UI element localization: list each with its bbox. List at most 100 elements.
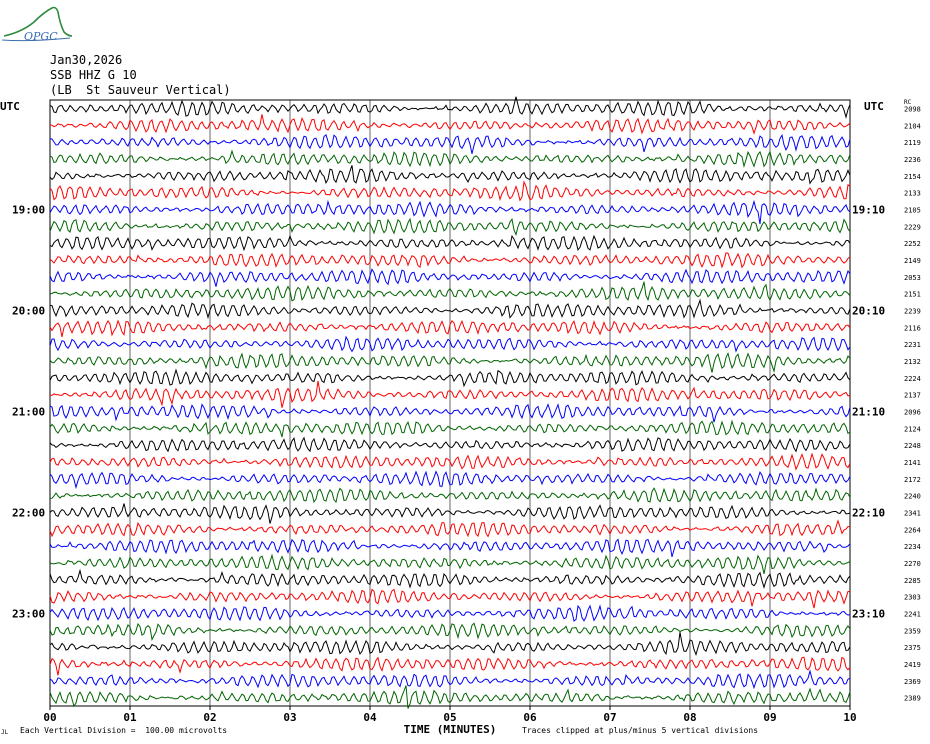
- rc-value: 2239: [904, 307, 921, 315]
- seismic-trace: [49, 199, 851, 225]
- scale-note: Each Vertical Division = 100.00 microvol…: [20, 726, 228, 735]
- station-name: (LB St Sauveur Vertical): [50, 83, 231, 97]
- right-time-label: 22:10: [852, 506, 885, 519]
- right-time-label: 20:10: [852, 304, 885, 317]
- rc-value: 2252: [904, 240, 921, 248]
- seismic-trace: [49, 669, 851, 690]
- left-time-label: 20:00: [12, 304, 45, 317]
- rc-value: 2231: [904, 341, 921, 349]
- rc-value: 2389: [904, 695, 921, 703]
- seismic-trace: [49, 632, 851, 657]
- seismic-trace: [49, 165, 851, 185]
- rc-value: 2096: [904, 408, 921, 416]
- seismic-trace: [49, 351, 851, 374]
- rc-value: 2359: [904, 627, 921, 635]
- rc-value: 2137: [904, 392, 921, 400]
- seismic-trace: [49, 96, 851, 119]
- right-axis-label: UTC: [864, 100, 884, 113]
- seismic-trace: [49, 452, 851, 471]
- seismic-trace: [49, 380, 851, 408]
- seismic-trace: [49, 656, 851, 676]
- rc-value: 2419: [904, 661, 921, 669]
- rc-value: 2172: [904, 476, 921, 484]
- right-time-label: 23:10: [852, 607, 885, 620]
- left-time-label: 19:00: [12, 203, 45, 216]
- left-time-label: 23:00: [12, 607, 45, 620]
- rc-value: 2248: [904, 442, 921, 450]
- seismic-trace: [49, 180, 851, 202]
- seismic-trace: [49, 622, 851, 642]
- rc-value: 2119: [904, 139, 921, 147]
- x-tick-label: 05: [443, 711, 456, 724]
- seismic-trace: [49, 487, 851, 504]
- left-axis-label: UTC: [0, 100, 20, 113]
- rc-value: 2285: [904, 577, 921, 585]
- left-time-label: 22:00: [12, 506, 45, 519]
- rc-value: 2241: [904, 610, 921, 618]
- x-tick-label: 00: [43, 711, 56, 724]
- x-tick-label: 01: [123, 711, 137, 724]
- x-tick-label: 07: [603, 711, 616, 724]
- seismic-trace: [49, 217, 851, 237]
- rc-value: 2236: [904, 156, 921, 164]
- seismic-trace: [49, 568, 851, 590]
- seismic-trace: [49, 268, 851, 287]
- rc-value: 2240: [904, 493, 921, 501]
- axis-labels: 00 01 02 03 04 05 06 07 08 09 10 TIME (MINUTES) 2098…: [0, 99, 921, 736]
- rc-value: 2369: [904, 678, 921, 686]
- record-date: Jan30,2026: [50, 53, 123, 67]
- rc-value: 2224: [904, 375, 921, 383]
- seismic-trace: [49, 234, 851, 252]
- clip-note: Traces clipped at plus/minus 5 vertical …: [522, 726, 759, 735]
- seismic-trace: [49, 553, 851, 575]
- seismic-trace: [49, 368, 851, 388]
- rc-label: RC: [904, 99, 912, 106]
- x-tick-label: 09: [763, 711, 776, 724]
- rc-value: 2132: [904, 358, 921, 366]
- rc-value: 2264: [904, 526, 921, 534]
- seismic-trace: [49, 319, 851, 338]
- channel-code: SSB HHZ G 10: [50, 68, 137, 82]
- seismic-trace: [49, 149, 851, 169]
- rc-value: 2053: [904, 274, 921, 282]
- rc-value: 2151: [904, 291, 921, 299]
- right-time-label: 19:10: [852, 203, 885, 216]
- rc-value: 2133: [904, 190, 921, 198]
- trace-rows: [49, 96, 851, 709]
- logo-swoosh-icon: [1, 37, 71, 42]
- seismic-trace: [49, 133, 851, 154]
- minute-grid: [49, 99, 851, 710]
- seismic-trace: [49, 685, 851, 709]
- logo-mountain-icon: [3, 6, 73, 37]
- rc-value: 2124: [904, 425, 921, 433]
- seismic-trace: [49, 252, 851, 269]
- seismic-trace: [49, 470, 851, 490]
- left-time-label: 21:00: [12, 405, 45, 418]
- seismic-trace: [49, 298, 851, 320]
- rc-value: 2149: [904, 257, 921, 265]
- rc-value: 2341: [904, 509, 921, 517]
- seismic-trace: [49, 538, 851, 558]
- seismic-trace: [50, 114, 851, 135]
- rc-value: 2234: [904, 543, 921, 551]
- x-axis-title: TIME (MINUTES): [404, 723, 497, 736]
- rc-value: 2375: [904, 644, 921, 652]
- seismic-trace: [49, 419, 851, 438]
- seismic-trace: [49, 588, 851, 609]
- seismic-trace: [49, 403, 851, 423]
- rc-value: 2105: [904, 206, 921, 214]
- opgc-logo: OPGC: [1, 6, 73, 43]
- corner-mark: JL: [1, 729, 9, 736]
- seismic-trace: [49, 436, 851, 453]
- x-tick-label: 10: [843, 711, 856, 724]
- seismic-trace: [49, 604, 851, 622]
- seismic-trace: [49, 335, 851, 353]
- rc-value: 2116: [904, 324, 921, 332]
- x-tick-label: 03: [283, 711, 296, 724]
- rc-value: 2270: [904, 560, 921, 568]
- x-tick-label: 02: [203, 711, 216, 724]
- seismic-trace: [49, 281, 851, 302]
- x-tick-label: 04: [363, 711, 377, 724]
- rc-value: 2154: [904, 173, 921, 181]
